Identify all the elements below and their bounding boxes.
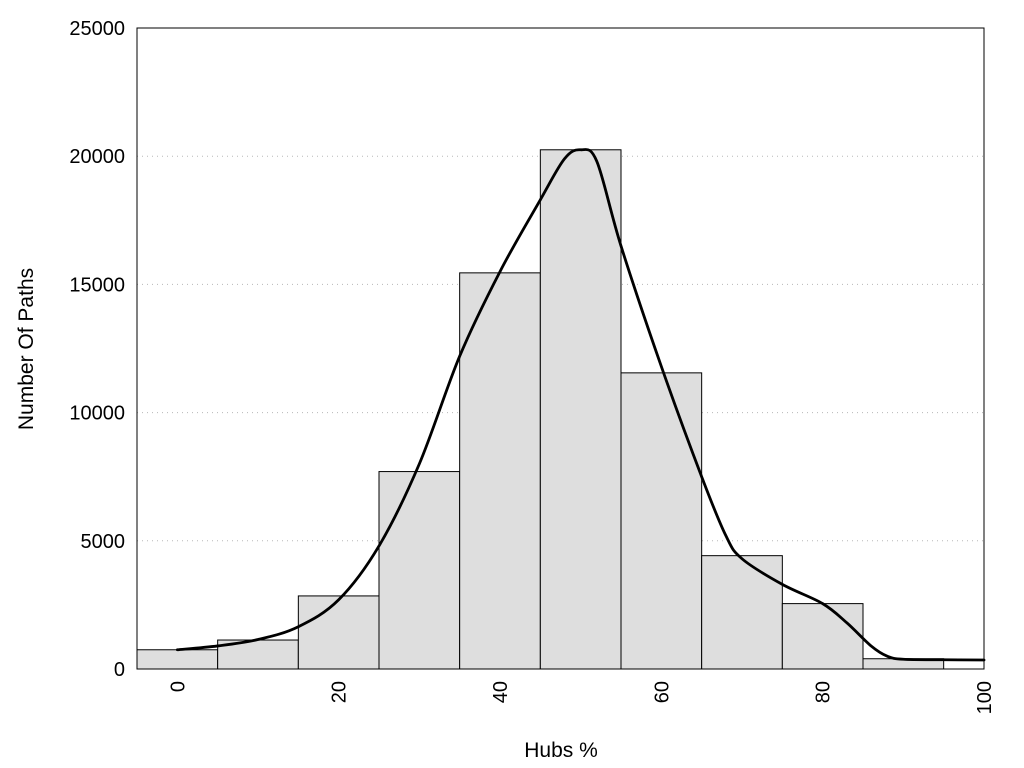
- x-tick-label: 100: [974, 681, 996, 714]
- histogram-bar: [297, 595, 380, 670]
- y-tick-label: 5000: [81, 531, 126, 553]
- histogram-bar: [620, 372, 703, 670]
- density-curve-layer: [175, 148, 986, 662]
- y-tick-label: 10000: [69, 403, 125, 425]
- histogram-bars: [136, 149, 945, 670]
- x-tick-label: 80: [813, 681, 835, 703]
- histogram-bar: [701, 555, 783, 670]
- x-tick-label: 20: [329, 681, 351, 703]
- y-tick-label: 20000: [69, 146, 125, 168]
- density-curve: [175, 148, 986, 662]
- x-tick-label: 40: [490, 681, 512, 703]
- plot-frame: [136, 27, 985, 670]
- histogram-bar: [378, 471, 461, 670]
- y-axis-ticks: 0 5000 10000 15000 20000 25000: [69, 18, 125, 681]
- x-axis-ticks: 0 20 40 60 80 100: [167, 681, 996, 714]
- y-tick-label: 0: [114, 659, 125, 681]
- y-axis-label: Number Of Paths: [15, 268, 38, 430]
- grid-lines: [137, 155, 984, 542]
- y-tick-label: 15000: [69, 274, 125, 296]
- histogram-bar: [459, 272, 541, 670]
- x-tick-label: 60: [651, 681, 673, 703]
- x-axis-label: Hubs %: [524, 739, 598, 762]
- histogram-bar: [539, 149, 622, 670]
- y-tick-label: 25000: [69, 18, 125, 40]
- x-tick-label: 0: [167, 681, 189, 692]
- histogram-bar: [781, 603, 864, 670]
- histogram-bar: [136, 649, 219, 670]
